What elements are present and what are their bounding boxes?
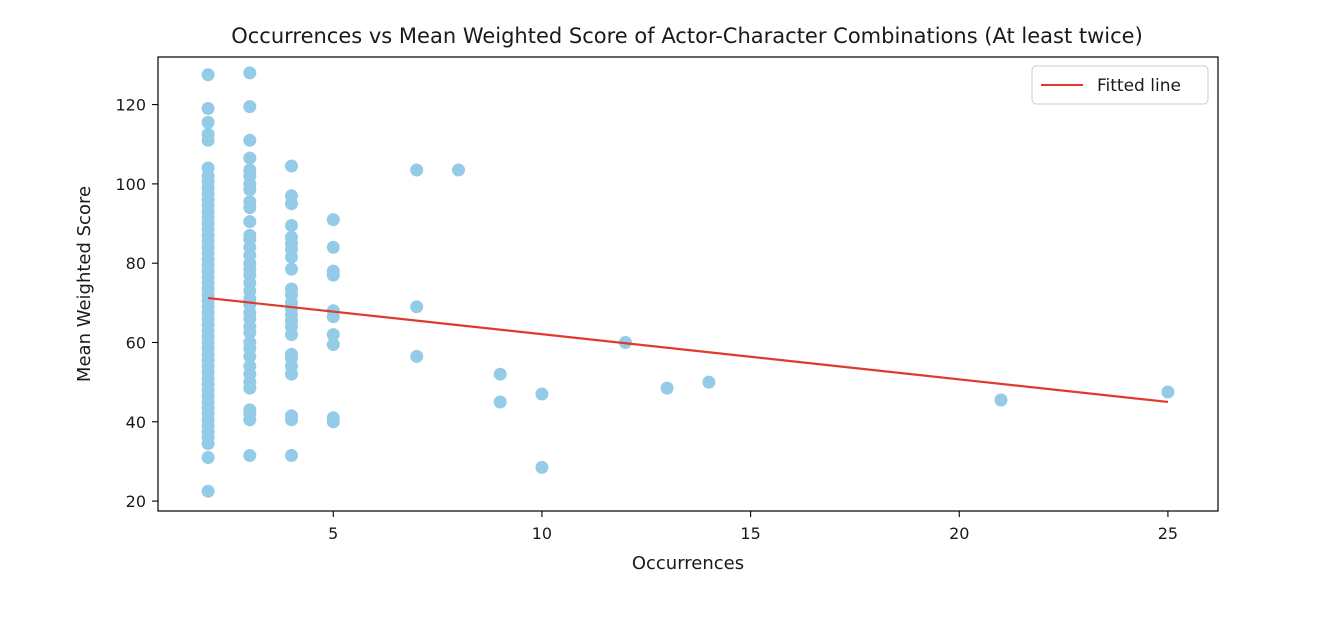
data-point xyxy=(243,215,257,229)
data-point xyxy=(285,189,298,203)
plot-frame xyxy=(157,56,1219,512)
legend-box xyxy=(1031,65,1209,105)
y-tick-label: 80 xyxy=(126,254,146,273)
data-point xyxy=(702,375,716,389)
data-point xyxy=(201,451,215,464)
data-point xyxy=(243,100,257,114)
data-point xyxy=(243,151,257,165)
data-point xyxy=(994,393,1008,407)
y-tick-label: 40 xyxy=(126,413,146,432)
data-point xyxy=(410,300,424,314)
y-axis-label: Mean Weighted Score xyxy=(74,186,95,382)
data-point xyxy=(285,159,298,173)
data-point xyxy=(326,264,340,278)
data-point xyxy=(285,230,298,244)
data-point xyxy=(243,336,257,349)
legend: Fitted line xyxy=(1031,65,1209,105)
data-point xyxy=(410,163,424,177)
data-point xyxy=(326,411,340,425)
data-point xyxy=(1161,385,1175,399)
data-point xyxy=(326,240,340,254)
data-point xyxy=(535,460,549,474)
data-point xyxy=(243,133,257,147)
x-tick-label: 20 xyxy=(949,524,969,543)
data-point xyxy=(285,347,298,361)
data-point xyxy=(243,449,257,462)
legend-fitted-line-label: Fitted line xyxy=(1097,76,1181,96)
x-tick-label: 10 xyxy=(532,524,552,543)
data-point xyxy=(243,163,257,177)
data-point xyxy=(201,484,215,498)
data-point xyxy=(660,381,674,395)
data-point xyxy=(201,68,215,82)
data-point xyxy=(285,262,298,276)
data-point xyxy=(243,359,257,373)
data-point xyxy=(243,66,257,80)
fitted-line xyxy=(207,296,1169,404)
chart-title: Occurrences vs Mean Weighted Score of Ac… xyxy=(231,24,1143,48)
data-point xyxy=(326,328,340,342)
x-axis-ticks: 5 10 15 20 25 xyxy=(328,511,1178,543)
data-point xyxy=(285,282,298,296)
fitted-line-layer xyxy=(207,296,1169,404)
data-point xyxy=(201,161,215,175)
data-point xyxy=(285,449,298,462)
data-point xyxy=(243,403,257,417)
x-tick-label: 15 xyxy=(740,524,760,543)
y-tick-label: 120 xyxy=(115,96,146,115)
data-point xyxy=(201,127,215,141)
data-point xyxy=(326,213,340,227)
data-point xyxy=(493,367,507,381)
data-point xyxy=(285,409,298,423)
y-tick-label: 100 xyxy=(115,175,146,194)
x-axis-label: Occurrences xyxy=(632,553,744,574)
x-tick-label: 5 xyxy=(328,524,338,543)
data-point xyxy=(285,219,298,232)
data-points xyxy=(201,66,1175,498)
data-point xyxy=(201,115,215,129)
y-axis-ticks: 20 40 60 80 100 120 xyxy=(115,96,158,511)
data-point xyxy=(243,228,257,242)
y-tick-label: 20 xyxy=(126,492,146,511)
data-point xyxy=(243,195,257,209)
data-point xyxy=(452,163,465,177)
y-tick-label: 60 xyxy=(126,333,146,352)
data-point xyxy=(326,338,340,351)
data-point xyxy=(201,102,215,115)
data-point xyxy=(493,395,507,409)
data-point xyxy=(410,349,424,363)
data-point xyxy=(535,387,549,401)
x-tick-label: 25 xyxy=(1158,524,1178,543)
